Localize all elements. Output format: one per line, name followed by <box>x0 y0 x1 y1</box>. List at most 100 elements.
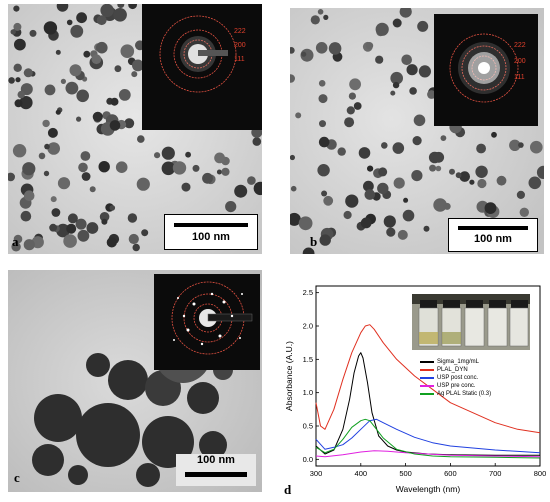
nanoparticle <box>469 179 475 185</box>
nanoparticle <box>406 64 418 76</box>
panel-a-scale-bar: 100 nm <box>164 214 258 250</box>
panel-b-ring-200: 200 <box>514 58 526 65</box>
nanoparticle <box>132 59 144 72</box>
nanoparticle <box>51 208 61 217</box>
nanoparticle <box>536 165 544 179</box>
nanoparticle <box>55 109 61 115</box>
nanoparticle <box>96 41 108 54</box>
nanoparticle <box>78 162 88 173</box>
nanoparticle <box>110 97 119 106</box>
nanoparticle <box>383 215 396 228</box>
nanoparticle <box>60 78 66 84</box>
nanoparticle <box>47 127 58 138</box>
nanoparticle <box>403 197 409 203</box>
y-tick-label: 0.0 <box>303 455 313 464</box>
nanoparticle <box>118 89 131 101</box>
nanoparticle <box>98 161 110 173</box>
nanoparticle <box>44 143 50 150</box>
nanoparticle <box>413 114 426 127</box>
nanoparticle <box>365 42 374 50</box>
nanoparticle <box>113 8 127 22</box>
nanoparticle <box>302 247 315 254</box>
nanoparticle <box>83 50 91 58</box>
nanoparticle <box>106 237 117 248</box>
nanoparticle <box>315 42 328 54</box>
nanoparticle <box>65 81 79 95</box>
nanoparticle <box>377 182 389 195</box>
nanoparticle <box>401 54 412 66</box>
x-tick-label: 700 <box>489 469 502 478</box>
nanoparticle <box>20 210 32 222</box>
x-tick-label: 400 <box>355 469 368 478</box>
nanoparticle <box>76 12 87 24</box>
x-axis-label: Wavelength (nm) <box>396 484 461 494</box>
nanoparticle <box>77 229 90 242</box>
nanoparticle <box>216 169 222 175</box>
nanoparticle <box>328 42 342 55</box>
x-tick-label: 600 <box>444 469 457 478</box>
nanoparticle <box>484 202 497 215</box>
nanoparticle <box>358 147 371 159</box>
nanoparticle <box>409 87 417 95</box>
nanoparticle <box>509 139 521 151</box>
legend-item: Sigma_1mg/mL <box>420 358 532 366</box>
nanoparticle <box>253 181 262 196</box>
nanoparticle <box>137 135 145 143</box>
series-line <box>315 418 541 459</box>
nanoparticle <box>12 144 27 158</box>
nanoparticle <box>50 196 57 203</box>
nanoparticle <box>252 137 262 146</box>
nanoparticle <box>23 239 35 251</box>
nanoparticle <box>375 55 384 64</box>
nanoparticle <box>392 142 405 154</box>
nanoparticle <box>364 189 376 200</box>
y-tick-label: 2.0 <box>303 322 313 331</box>
nanoparticle <box>290 154 295 161</box>
nanoparticle <box>92 111 103 122</box>
nanoparticle <box>443 202 451 210</box>
chart-legend: Sigma_1mg/mL PLAL_DYN USP post conc. USP… <box>420 358 532 398</box>
nanoparticle <box>56 4 69 12</box>
panel-b-ring-222: 222 <box>514 42 526 49</box>
legend-label: USP pre conc. <box>437 383 476 389</box>
panel-a-ring-222: 222 <box>234 28 246 35</box>
legend-label: Ag PLAL Static (0.3) <box>437 391 492 397</box>
nanoparticle <box>63 234 77 248</box>
nanoparticle <box>14 38 26 51</box>
panel-a-diffraction-pattern <box>159 15 237 93</box>
nanoparticle <box>38 152 46 160</box>
nanoparticle <box>114 65 122 73</box>
y-tick-label: 1.5 <box>303 355 313 364</box>
nanoparticle <box>127 213 138 223</box>
nanoparticle <box>128 4 137 10</box>
nanoparticle <box>43 170 50 177</box>
nanoparticle <box>120 44 135 58</box>
nanoparticle <box>519 207 529 217</box>
nanoparticle <box>13 234 23 244</box>
nanoparticle <box>67 213 78 224</box>
x-tick-label: 800 <box>534 469 547 478</box>
nanoparticle <box>411 170 423 182</box>
nanoparticle <box>433 198 447 212</box>
panel-b-label: b <box>310 234 318 249</box>
nanoparticle <box>427 90 436 99</box>
nanoparticle <box>290 47 295 54</box>
nanoparticle <box>318 136 330 148</box>
nanoparticle <box>13 5 20 12</box>
nanoparticle <box>477 178 487 189</box>
nanoparticle <box>172 161 187 175</box>
nanoparticle <box>49 223 57 232</box>
nanoparticle <box>402 209 415 222</box>
legend-label: USP post conc. <box>437 375 479 381</box>
nanoparticle <box>435 165 442 172</box>
nanoparticle <box>14 99 23 108</box>
nanoparticle <box>115 161 128 173</box>
vials-illustration <box>412 294 530 350</box>
nanoparticle <box>363 180 374 192</box>
nanoparticle <box>132 243 140 252</box>
absorbance-chart: Absorbance (A.U.) Wavelength (nm) 300 400… <box>284 285 547 494</box>
nanoparticle <box>23 190 35 201</box>
nanoparticle <box>15 77 21 83</box>
nanoparticle <box>225 201 237 213</box>
nanoparticle <box>440 135 447 141</box>
